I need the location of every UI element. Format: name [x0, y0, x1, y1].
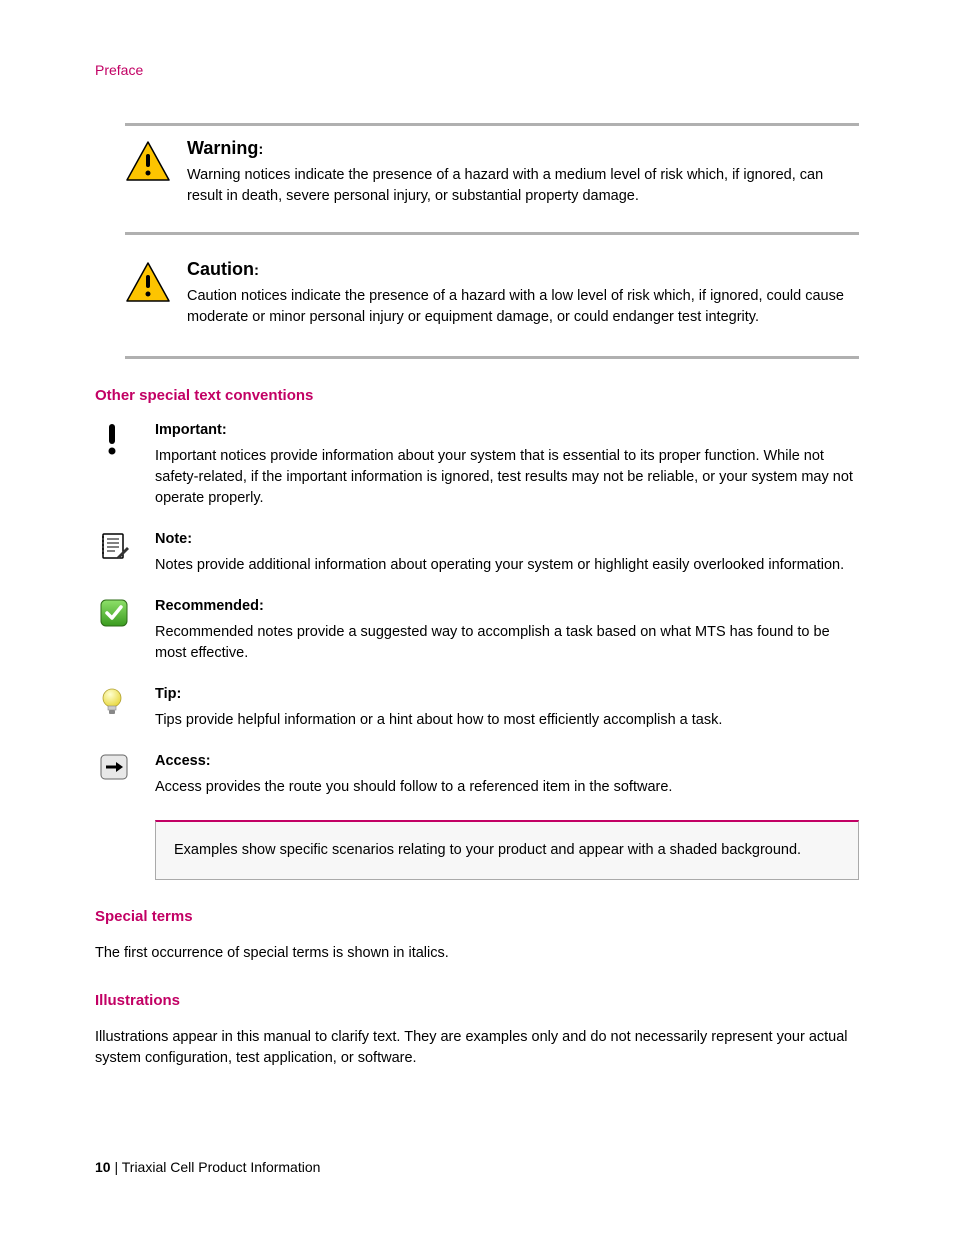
note-title: Note: — [155, 531, 859, 547]
recommended-title: Recommended: — [155, 598, 859, 614]
access-text: Access provides the route you should fol… — [155, 777, 859, 798]
important-title: Important: — [155, 422, 859, 438]
illustrations-heading: Illustrations — [95, 992, 859, 1009]
caution-block: Caution: Caution notices indicate the pr… — [95, 235, 859, 356]
illustrations-text: Illustrations appear in this manual to c… — [95, 1027, 859, 1069]
note-icon — [95, 531, 155, 576]
footer-separator: | — [111, 1159, 122, 1175]
note-text: Notes provide additional information abo… — [155, 555, 859, 576]
recommended-block: Recommended: Recommended notes provide a… — [95, 598, 859, 664]
page-number: 10 — [95, 1159, 111, 1175]
access-icon — [95, 753, 155, 798]
tip-icon — [95, 686, 155, 731]
page-footer: 10 | Triaxial Cell Product Information — [95, 1159, 320, 1175]
recommended-text: Recommended notes provide a suggested wa… — [155, 622, 859, 664]
tip-block: Tip: Tips provide helpful information or… — [95, 686, 859, 731]
warning-title: Warning: — [187, 138, 859, 159]
tip-title: Tip: — [155, 686, 859, 702]
special-terms-text: The first occurrence of special terms is… — [95, 943, 859, 964]
note-block: Note: Notes provide additional informati… — [95, 531, 859, 576]
warning-icon — [125, 138, 179, 207]
other-conventions-heading: Other special text conventions — [95, 387, 859, 404]
preface-header: Preface — [95, 62, 859, 78]
important-block: Important: Important notices provide inf… — [95, 422, 859, 509]
access-title: Access: — [155, 753, 859, 769]
divider — [125, 356, 859, 359]
warning-block: Warning: Warning notices indicate the pr… — [95, 126, 859, 232]
special-terms-heading: Special terms — [95, 908, 859, 925]
recommended-icon — [95, 598, 155, 664]
example-box: Examples show specific scenarios relatin… — [155, 820, 859, 880]
footer-title: Triaxial Cell Product Information — [122, 1159, 321, 1175]
caution-text: Caution notices indicate the presence of… — [187, 286, 859, 328]
access-block: Access: Access provides the route you sh… — [95, 753, 859, 798]
warning-text: Warning notices indicate the presence of… — [187, 165, 859, 207]
important-text: Important notices provide information ab… — [155, 446, 859, 509]
important-icon — [95, 422, 155, 509]
caution-icon — [125, 259, 179, 328]
caution-title: Caution: — [187, 259, 859, 280]
tip-text: Tips provide helpful information or a hi… — [155, 710, 859, 731]
